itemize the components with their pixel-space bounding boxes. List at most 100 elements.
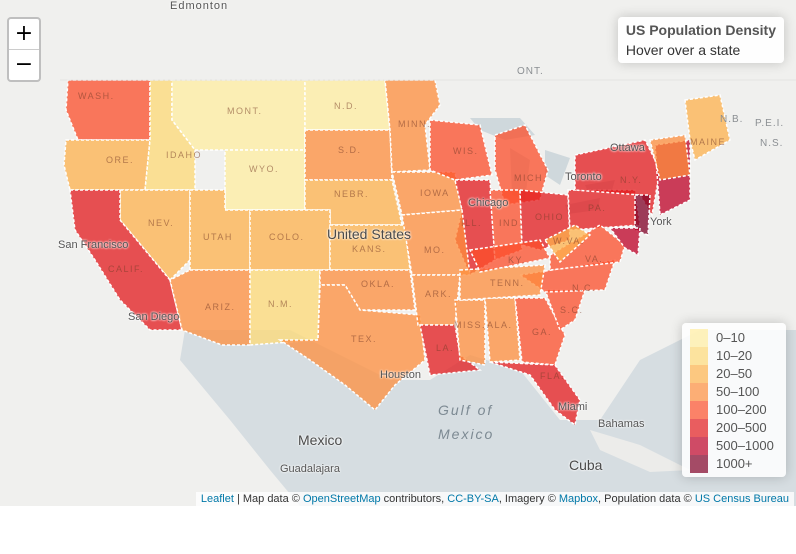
state-washington (65, 79, 151, 141)
state-label-wash: WASH. (78, 91, 115, 101)
state-arkansas (411, 274, 461, 326)
state-label-va: VA. (585, 254, 604, 264)
attribution-text: contributors, (380, 493, 448, 505)
zoom-in-button[interactable]: + (14, 21, 34, 46)
province-label-pei: P.E.I. (755, 118, 785, 129)
legend: 0–10 10–20 20–50 50–100 100–200 200–500 … (682, 323, 786, 477)
city-label-guadalajara: Guadalajara (280, 463, 340, 475)
state-label-calif: CALIF. (108, 264, 145, 274)
state-label-sc: S.C. (560, 305, 584, 315)
state-label-wis: WIS. (453, 146, 479, 156)
state-idaho (144, 79, 196, 191)
state-new-york (574, 139, 661, 218)
city-label-ottawa: Ottawa (610, 142, 645, 154)
state-label-nd: N.D. (334, 101, 358, 111)
state-oregon (63, 139, 151, 191)
basemap (0, 0, 796, 506)
map-container[interactable]: Edmonton ONT. N.B. P.E.I. N.S. Ottawa To… (0, 0, 796, 506)
state-virginia (549, 224, 626, 271)
attribution-text: , Imagery © (498, 493, 559, 505)
legend-swatch (690, 365, 708, 383)
attribution-link-mapbox[interactable]: Mapbox (558, 493, 599, 505)
city-label-san-francisco: San Francisco (58, 239, 129, 251)
state-label-mich: MICH. (514, 173, 547, 183)
state-michigan (494, 124, 549, 206)
attribution-link-osm[interactable]: OpenStreetMap (302, 493, 381, 505)
state-label-utah: UTAH (203, 232, 233, 242)
state-label-ind: IND. (499, 218, 523, 228)
state-west-virginia (543, 224, 592, 264)
state-label-tex: TEX. (351, 334, 378, 344)
state-label-ariz: ARIZ. (205, 302, 236, 312)
state-label-nc: N.C. (572, 283, 596, 293)
attribution-link-cc-by-sa[interactable]: CC-BY-SA (447, 493, 499, 505)
state-florida (489, 361, 581, 427)
attribution-text: | Map data © (233, 493, 303, 505)
state-missouri (401, 209, 471, 276)
attribution: Leaflet | Map data © OpenStreetMap contr… (195, 492, 794, 506)
city-label-edmonton: Edmonton (170, 0, 229, 12)
province-label-ont: ONT. (517, 66, 544, 77)
zoom-out-button[interactable]: − (9, 49, 39, 80)
legend-swatch (690, 329, 708, 347)
state-label-sd: S.D. (338, 145, 362, 155)
legend-label: 200–500 (716, 420, 767, 435)
state-south-dakota (304, 129, 393, 181)
state-label-ga: GA. (532, 327, 553, 337)
state-label-nebr: NEBR. (334, 189, 370, 199)
state-new-jersey (634, 194, 651, 237)
state-label-ky: KY. (508, 255, 526, 265)
legend-item: 100–200 (690, 401, 778, 419)
state-label-wva: W.VA. (553, 236, 585, 246)
legend-label: 50–100 (716, 384, 760, 399)
legend-label: 10–20 (716, 348, 753, 363)
legend-item: 10–20 (690, 347, 778, 365)
state-georgia (514, 297, 566, 366)
legend-label: 0–10 (716, 330, 745, 345)
info-hint: Hover over a state (625, 42, 741, 58)
state-label-idaho: IDAHO (166, 150, 203, 160)
country-label-mexico: Mexico (298, 432, 343, 448)
state-wisconsin (429, 119, 493, 181)
water-label-gulf-of: Gulf of (438, 402, 494, 418)
attribution-text: , Population data © (598, 493, 695, 505)
state-label-ala: ALA. (487, 320, 513, 330)
legend-swatch (690, 401, 708, 419)
state-label-mo: MO. (424, 245, 446, 255)
legend-label: 1000+ (716, 456, 753, 471)
water-label-mexico: Mexico (438, 426, 495, 442)
state-vermont-nh (649, 134, 691, 181)
legend-swatch (690, 455, 708, 473)
state-label-mont: MONT. (227, 106, 263, 116)
state-label-tenn: TENN. (490, 278, 525, 288)
city-label-miami: Miami (558, 401, 588, 413)
legend-item: 500–1000 (690, 437, 778, 455)
state-label-nm: N.M. (268, 299, 293, 309)
legend-swatch (690, 347, 708, 365)
state-label-ark: ARK. (425, 289, 453, 299)
city-label-houston: Houston (380, 369, 421, 381)
legend-item: 20–50 (690, 365, 778, 383)
state-label-maine: MAINE (690, 137, 727, 147)
label-bahamas: Bahamas (598, 418, 645, 430)
attribution-link-leaflet[interactable]: Leaflet (200, 493, 234, 505)
state-label-colo: COLO. (269, 232, 305, 242)
state-tennessee (459, 264, 546, 301)
info-panel: US Population Density Hover over a state (617, 17, 784, 63)
legend-swatch (690, 437, 708, 455)
legend-swatch (690, 383, 708, 401)
state-label-nev: NEV. (148, 218, 175, 228)
legend-item: 200–500 (690, 419, 778, 437)
country-label-cuba: Cuba (569, 457, 603, 473)
attribution-link-census[interactable]: US Census Bureau (694, 493, 789, 505)
state-label-kans: KANS. (352, 244, 387, 254)
state-california (69, 189, 183, 331)
state-label-ny: N.Y. (620, 175, 643, 185)
legend-item: 50–100 (690, 383, 778, 401)
city-label-san-diego: San Diego (128, 311, 180, 323)
legend-label: 20–50 (716, 366, 753, 381)
city-label-chicago: Chicago (468, 197, 509, 209)
state-label-iowa: IOWA (420, 188, 450, 198)
state-label-wyo: WYO. (249, 164, 279, 174)
state-wyoming (224, 149, 306, 211)
